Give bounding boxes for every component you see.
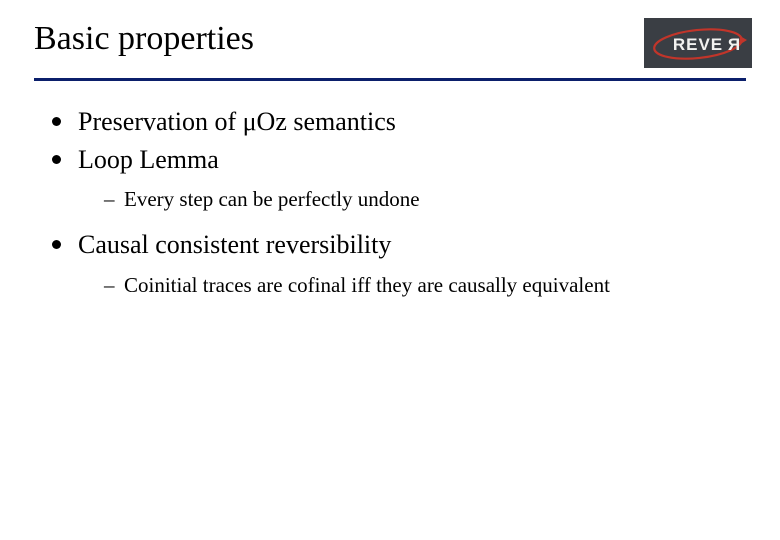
sub-list: Coinitial traces are cofinal iff they ar…	[78, 270, 746, 302]
slide: Basic properties REVE R Preservation of …	[0, 0, 780, 540]
list-item-text: Preservation of μOz semantics	[78, 107, 396, 136]
slide-title: Basic properties	[34, 16, 254, 58]
svg-text:REVE: REVE	[673, 35, 723, 54]
title-row: Basic properties REVE R	[34, 16, 746, 68]
list-item: Loop Lemma Every step can be perfectly u…	[52, 141, 746, 216]
list-item: Causal consistent reversibility Coinitia…	[52, 226, 746, 301]
sub-list: Every step can be perfectly undone	[78, 184, 746, 216]
svg-text:R: R	[728, 35, 740, 54]
sub-list-item: Every step can be perfectly undone	[104, 184, 746, 216]
list-item-text: Causal consistent reversibility	[78, 230, 391, 259]
list-item: Preservation of μOz semantics	[52, 103, 746, 141]
bullet-list: Preservation of μOz semantics Loop Lemma…	[34, 103, 746, 301]
sub-list-item: Coinitial traces are cofinal iff they ar…	[104, 270, 746, 302]
title-divider	[34, 78, 746, 81]
list-item-text: Loop Lemma	[78, 145, 219, 174]
rever-logo: REVE R	[644, 18, 752, 68]
